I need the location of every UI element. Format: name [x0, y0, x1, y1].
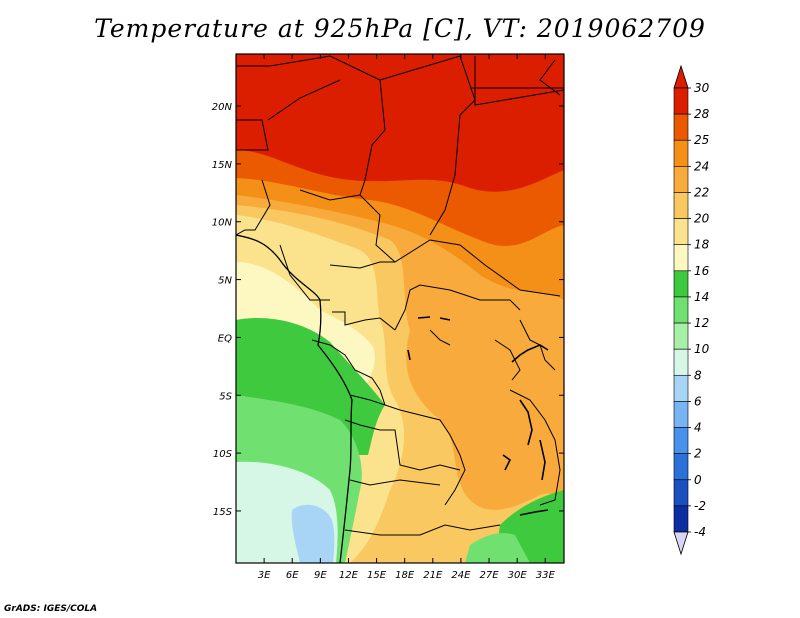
colorbar-label: 16 — [694, 264, 710, 278]
zone-ocean-blue — [291, 504, 335, 563]
lat-label: 5N — [218, 276, 232, 287]
temperature-field — [236, 54, 564, 563]
lon-label: 12E — [339, 570, 359, 581]
coastline — [236, 234, 353, 563]
colorbar-label: 14 — [694, 290, 709, 304]
colorbar-label: 10 — [694, 342, 710, 356]
grads-credit: GrADS: IGES/COLA — [4, 604, 98, 614]
lat-label: 10N — [212, 218, 233, 229]
colorbar-segment — [673, 401, 689, 428]
colorbar-segment — [673, 427, 689, 454]
lon-label: 3E — [258, 570, 271, 581]
colorbar-label: 30 — [694, 81, 710, 95]
colorbar-segment — [673, 166, 689, 193]
lon-label: 33E — [536, 570, 556, 581]
lon-label: 9E — [314, 570, 327, 581]
colorbar-segment — [673, 479, 689, 507]
lakes — [407, 316, 549, 516]
colorbar-segment — [673, 113, 689, 141]
lon-label: 15E — [367, 570, 387, 581]
colorbar-label: 24 — [694, 159, 709, 173]
lon-label: 24E — [451, 570, 471, 581]
lon-label: 30E — [508, 570, 528, 581]
colorbar-segment — [673, 374, 689, 402]
colorbar-segment — [673, 87, 689, 115]
colorbar-label: 25 — [694, 133, 709, 147]
lat-label: EQ — [218, 333, 232, 344]
colorbar-segment — [673, 218, 689, 246]
map-frame — [235, 53, 565, 564]
colorbar-top-arrow — [673, 64, 689, 89]
colorbar-segment — [673, 453, 689, 481]
colorbar-label: 6 — [694, 394, 702, 408]
colorbar-segment — [673, 192, 689, 219]
colorbar-label: 22 — [694, 185, 709, 199]
colorbar-segment — [673, 296, 689, 324]
colorbar-label: 0 — [694, 473, 702, 487]
zone-southeast-light-green — [465, 533, 530, 563]
lon-label: 6E — [286, 570, 299, 581]
colorbar-label: 12 — [694, 316, 709, 330]
colorbar-label: 8 — [694, 368, 702, 382]
chart-title: Temperature at 925hPa [C], VT: 201906270… — [94, 14, 706, 43]
longitude-axis: 3E 6E 9E 12E 15E 18E 21E 24E 27E 30E 33E — [258, 54, 556, 581]
colorbar-segment — [673, 139, 689, 167]
colorbar-label: 2 — [694, 447, 702, 461]
lat-label: 5S — [219, 391, 232, 402]
colorbar-segment — [673, 244, 689, 272]
colorbar-segment — [673, 505, 689, 533]
colorbar-label: 28 — [694, 107, 710, 121]
lat-label: 10S — [213, 449, 233, 460]
colorbar-label: 18 — [694, 238, 710, 252]
lon-label: 27E — [480, 570, 500, 581]
lat-label: 15N — [212, 160, 233, 171]
colorbar-segment — [673, 322, 689, 350]
lat-label: 15S — [213, 507, 233, 518]
lon-label: 18E — [395, 570, 415, 581]
colorbar-label: 4 — [694, 421, 702, 435]
colorbar-label: 20 — [694, 212, 710, 226]
colorbar-label: -2 — [694, 499, 706, 513]
lat-label: 20N — [212, 102, 233, 113]
latitude-axis: 20N 15N 10N 5N EQ 5S 10S 15S — [212, 102, 564, 518]
colorbar-label: -4 — [694, 525, 706, 539]
colorbar-segment — [673, 348, 689, 376]
lon-label: 21E — [423, 570, 443, 581]
colorbar-bottom-arrow — [673, 531, 689, 556]
colorbar-segment — [673, 270, 689, 298]
